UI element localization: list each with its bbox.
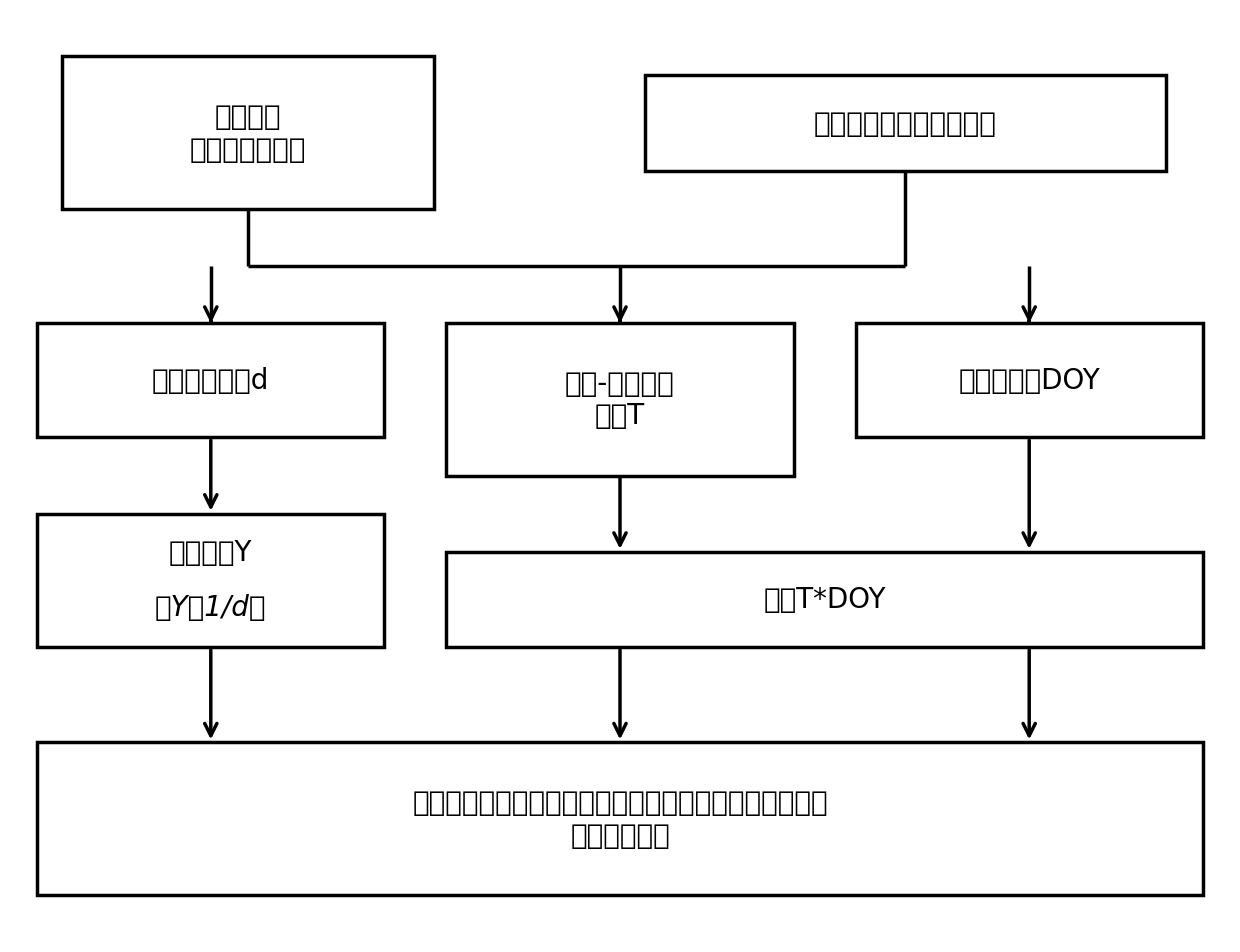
Text: 运用二元一次回归方法求取考虑响应与适应机制模式中的
参数的取值。: 运用二元一次回归方法求取考虑响应与适应机制模式中的 参数的取值。 [412,788,828,849]
Text: 发育阶段日数d: 发育阶段日数d [153,367,269,395]
Text: 气象数据
（日平均气温）: 气象数据 （日平均气温） [190,103,306,164]
Bar [37,324,384,438]
Bar [37,743,1203,895]
Text: 发育速率Y: 发育速率Y [169,538,253,566]
Text: 计算T*DOY: 计算T*DOY [764,585,885,614]
Bar [62,57,434,209]
Bar [446,552,1203,647]
Text: 开花-成熟平均
气温T: 开花-成熟平均 气温T [565,369,675,430]
Bar [37,514,384,647]
Text: （Y＝1/d）: （Y＝1/d） [155,593,267,622]
Bar [446,324,794,476]
Text: 开花期日序DOY: 开花期日序DOY [959,367,1100,395]
Text: 开花期和成熟期观测数据: 开花期和成熟期观测数据 [813,109,997,138]
Bar [645,76,1166,171]
Bar [856,324,1203,438]
